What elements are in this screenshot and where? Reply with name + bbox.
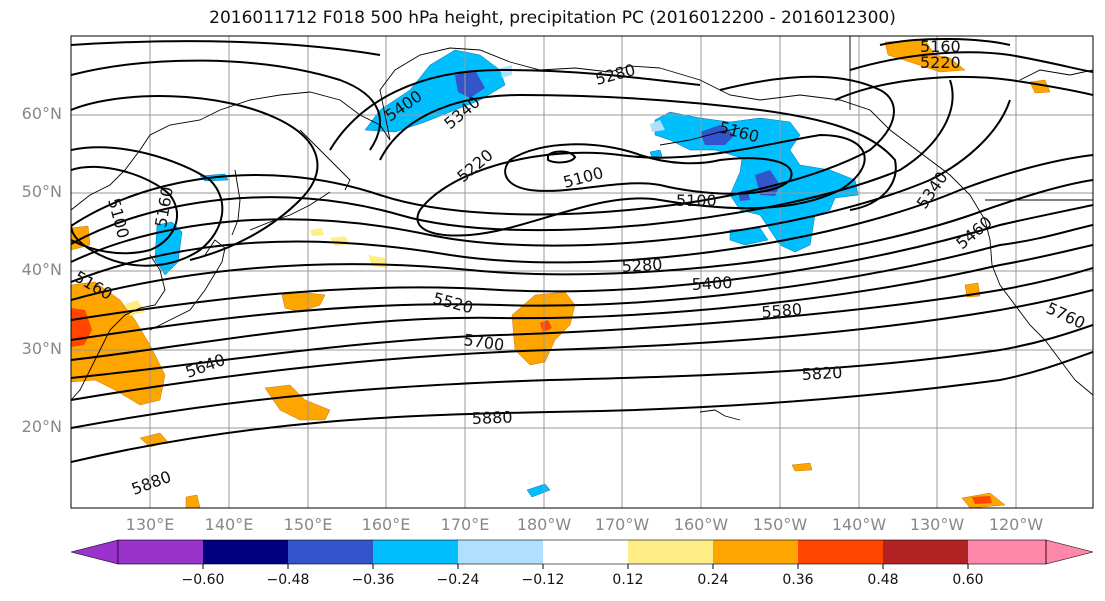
colorbar-segment (628, 540, 713, 564)
lon-label: 150°E (283, 515, 333, 534)
contour-label: 5100 (676, 191, 717, 210)
colorbar-tick-label: 0.36 (782, 572, 814, 588)
lat-label: 40°N (21, 260, 62, 279)
colorbar-tick-label: 0.48 (867, 572, 899, 588)
lon-label: 120°W (988, 515, 1044, 534)
colorbar-segment (798, 540, 883, 564)
colorbar-extend-low (70, 539, 119, 565)
lon-label: 160°E (361, 515, 411, 534)
precip-positive-shading (71, 39, 1051, 508)
colorbar-tick-label: 0.60 (952, 572, 984, 588)
lon-label: 140°E (204, 515, 254, 534)
lon-label: 130°W (909, 515, 965, 534)
lon-label: 160°W (673, 515, 729, 534)
contour-label: 5400 (691, 273, 733, 294)
precip-light-negative (500, 65, 665, 132)
lat-label: 20°N (21, 417, 62, 436)
colorbar-tick-label: 0.12 (612, 572, 644, 588)
contour-label: 5580 (761, 300, 803, 322)
colorbar-tick-label: −0.12 (521, 572, 565, 588)
graticule (71, 36, 1093, 508)
lon-label: 180°W (516, 515, 572, 534)
map-border (70, 35, 1094, 509)
lon-label: 170°E (440, 515, 490, 534)
colorbar-segment (288, 540, 373, 564)
colorbar (70, 539, 1094, 569)
colorbar-tick-label: −0.36 (351, 572, 395, 588)
colorbar-segment (203, 540, 288, 564)
contour-label: 5160 (920, 37, 961, 56)
colorbar-tick-label: −0.60 (181, 572, 225, 588)
colorbar-segment (968, 540, 1046, 564)
lon-label: 170°W (594, 515, 650, 534)
colorbar-segment (543, 540, 628, 564)
colorbar-segment (713, 540, 798, 564)
lon-label: 140°W (831, 515, 887, 534)
colorbar-tick-label: 0.24 (697, 572, 729, 588)
colorbar-segment (373, 540, 458, 564)
lon-label: 150°W (752, 515, 808, 534)
colorbar-tick-label: −0.24 (436, 572, 480, 588)
contour-label: 5220 (920, 53, 961, 72)
colorbar-segment (458, 540, 543, 564)
colorbar-tick-label: −0.48 (266, 572, 310, 588)
colorbar-segment (118, 540, 203, 564)
contour-label: 5880 (471, 408, 512, 428)
contour-label: 5280 (621, 255, 663, 276)
lat-label: 50°N (21, 182, 62, 201)
contour-label: 5820 (801, 363, 843, 384)
colorbar-extend-high (1045, 539, 1094, 565)
map-title: 2016011712 F018 500 hPa height, precipit… (209, 8, 896, 28)
lat-label: 30°N (21, 339, 62, 358)
lon-label: 130°E (125, 515, 175, 534)
colorbar-segment (883, 540, 968, 564)
lat-label: 60°N (21, 104, 62, 123)
height-contours (71, 38, 1093, 463)
